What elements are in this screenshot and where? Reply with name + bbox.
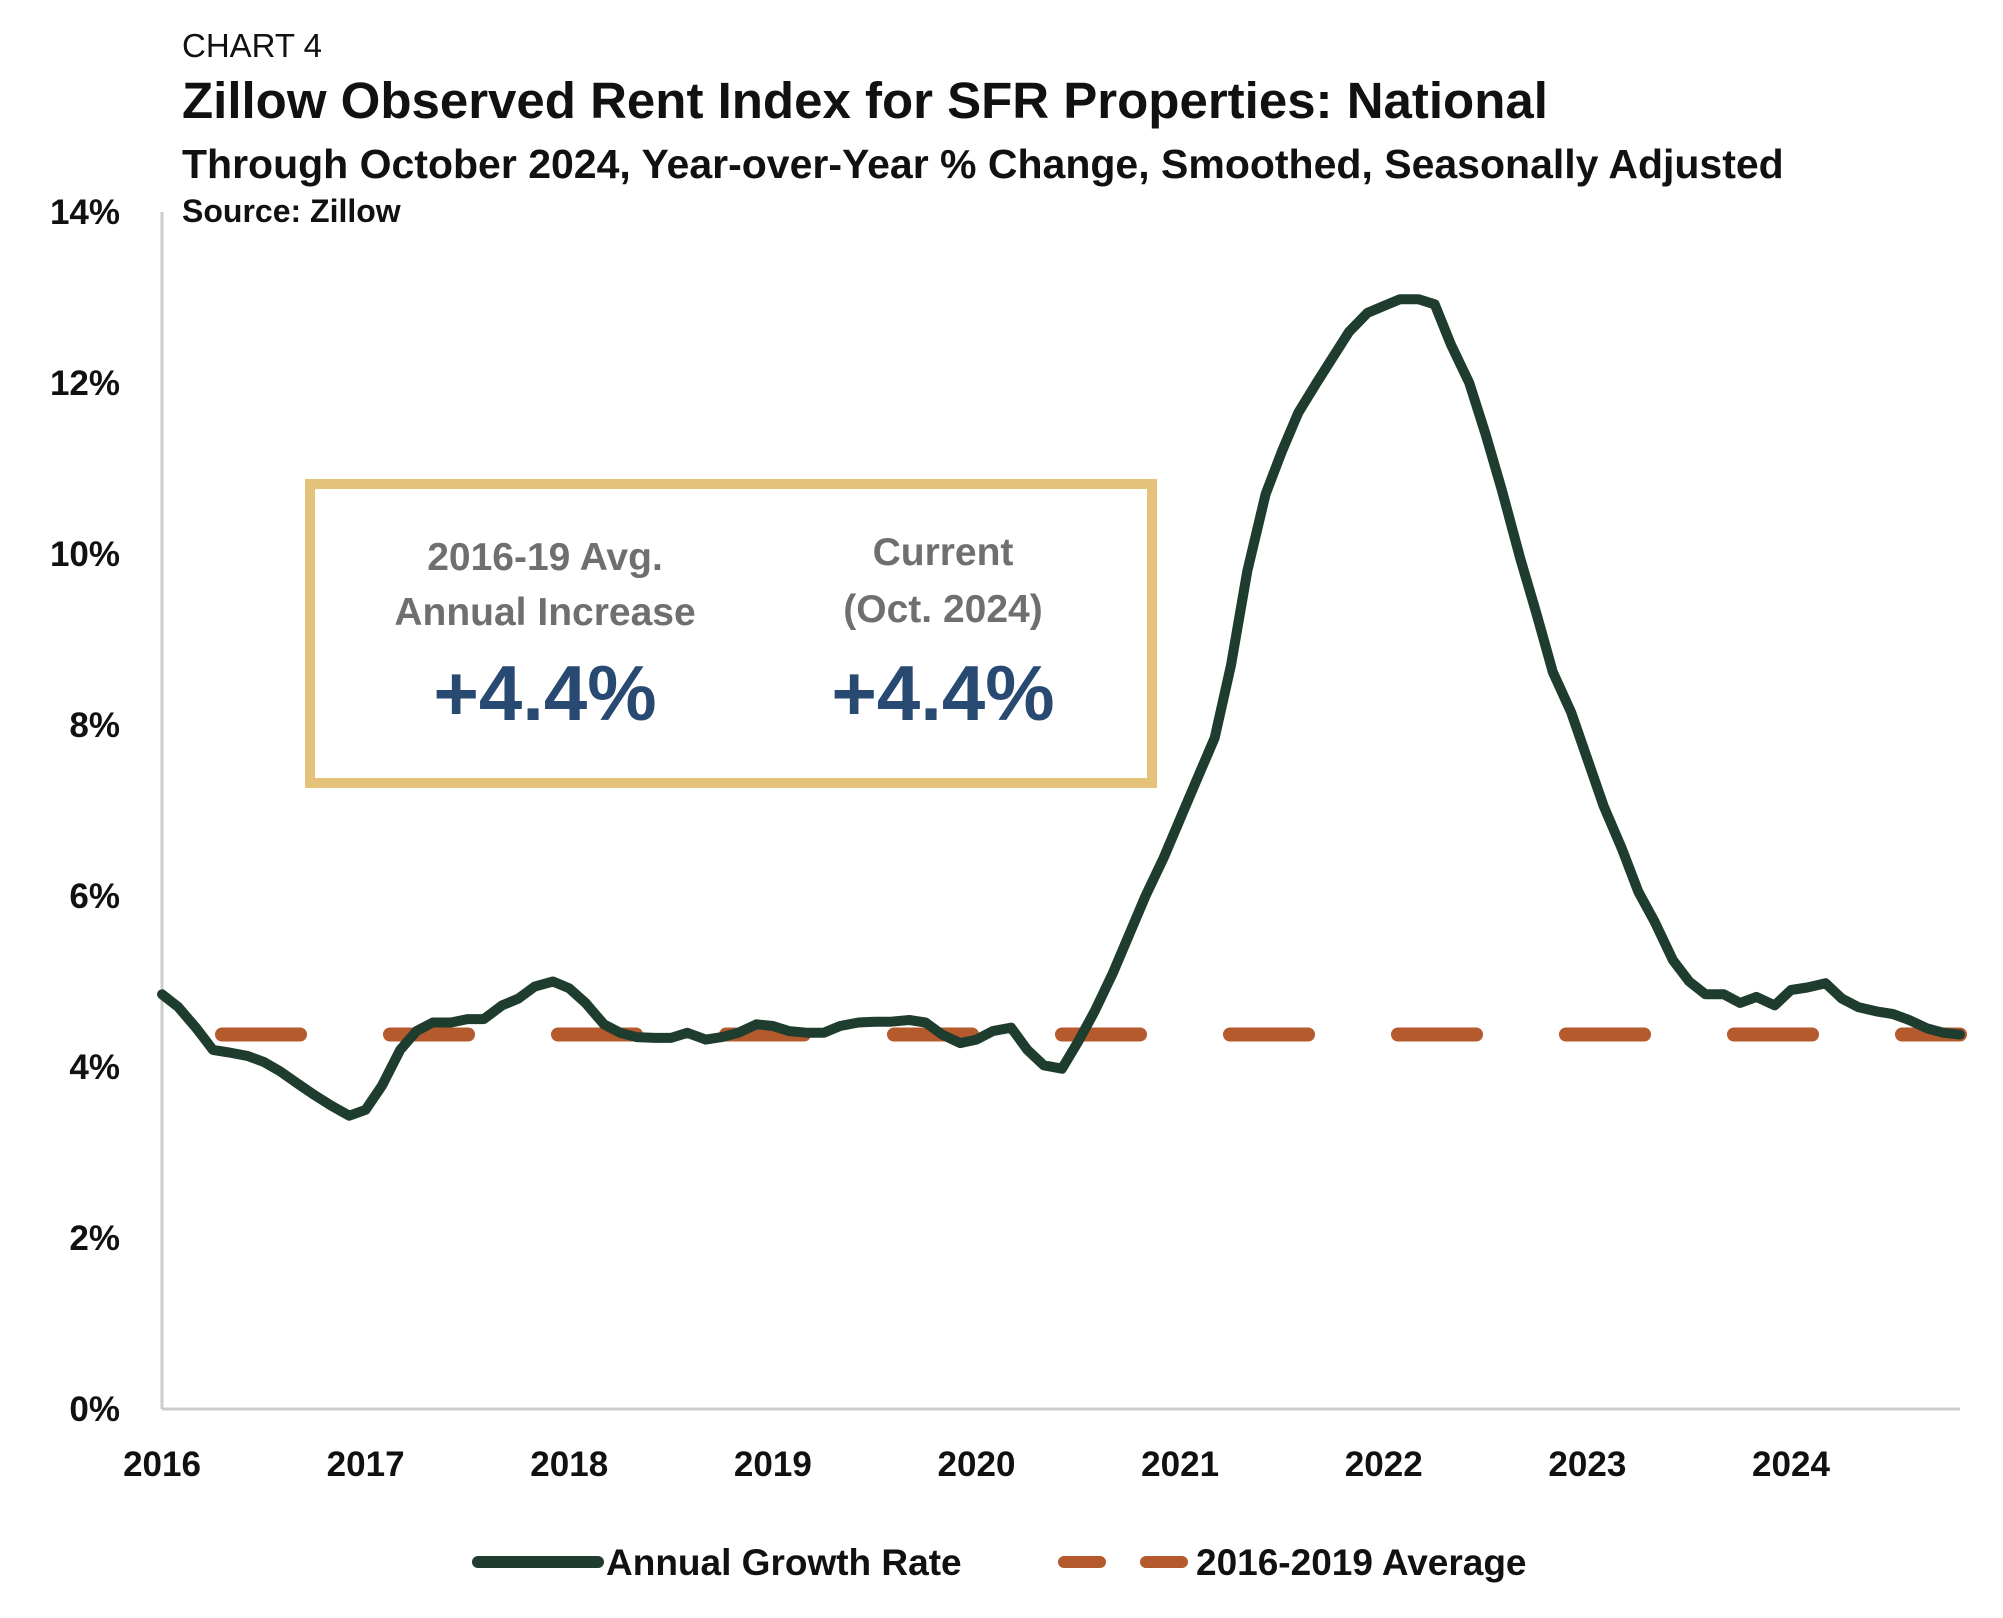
callout-left-value: +4.4% xyxy=(433,649,656,737)
x-tick-label: 2024 xyxy=(1752,1445,1830,1484)
y-tick-label: 2% xyxy=(69,1219,120,1258)
x-tick-label: 2020 xyxy=(938,1445,1016,1484)
chart-subtitle: Through October 2024, Year-over-Year % C… xyxy=(182,141,1784,187)
series-layer xyxy=(155,294,1967,1121)
x-tick-label: 2023 xyxy=(1548,1445,1626,1484)
x-tick-label: 2016 xyxy=(123,1445,201,1484)
callout-right-line1: Current xyxy=(873,531,1014,574)
callout-left-line2: Annual Increase xyxy=(394,591,695,634)
x-tick-label: 2018 xyxy=(530,1445,608,1484)
x-tick-labels: 2016 2017 2018 2019 2020 2021 2022 2023 2024 xyxy=(123,1445,1830,1484)
x-tick-label: 2019 xyxy=(734,1445,812,1484)
chart-kicker: CHART 4 xyxy=(182,27,322,64)
y-tick-label: 10% xyxy=(50,535,120,574)
x-tick-label: 2021 xyxy=(1141,1445,1219,1484)
legend-label-average: 2016-2019 Average xyxy=(1196,1542,1527,1583)
legend: Annual Growth Rate 2016-2019 Average xyxy=(472,1542,1527,1583)
callout-box xyxy=(305,479,1157,788)
x-tick-label: 2017 xyxy=(327,1445,405,1484)
callout-right-value: +4.4% xyxy=(831,649,1054,737)
y-tick-labels: 0% 2% 4% 6% 8% 10% 12% 14% xyxy=(50,193,120,1429)
y-tick-label: 0% xyxy=(69,1390,120,1429)
callout-right-line2: (Oct. 2024) xyxy=(843,588,1042,631)
chart-title: Zillow Observed Rent Index for SFR Prope… xyxy=(182,72,1548,129)
y-tick-label: 12% xyxy=(50,364,120,403)
legend-label-growth: Annual Growth Rate xyxy=(606,1542,962,1583)
y-tick-label: 4% xyxy=(69,1048,120,1087)
y-tick-label: 14% xyxy=(50,193,120,232)
x-tick-label: 2022 xyxy=(1345,1445,1423,1484)
y-tick-label: 6% xyxy=(69,877,120,916)
y-tick-label: 8% xyxy=(69,706,120,745)
chart-source: Source: Zillow xyxy=(182,193,401,229)
series-line-growth xyxy=(157,294,1965,1121)
callout-left-line1: 2016-19 Avg. xyxy=(427,536,663,579)
